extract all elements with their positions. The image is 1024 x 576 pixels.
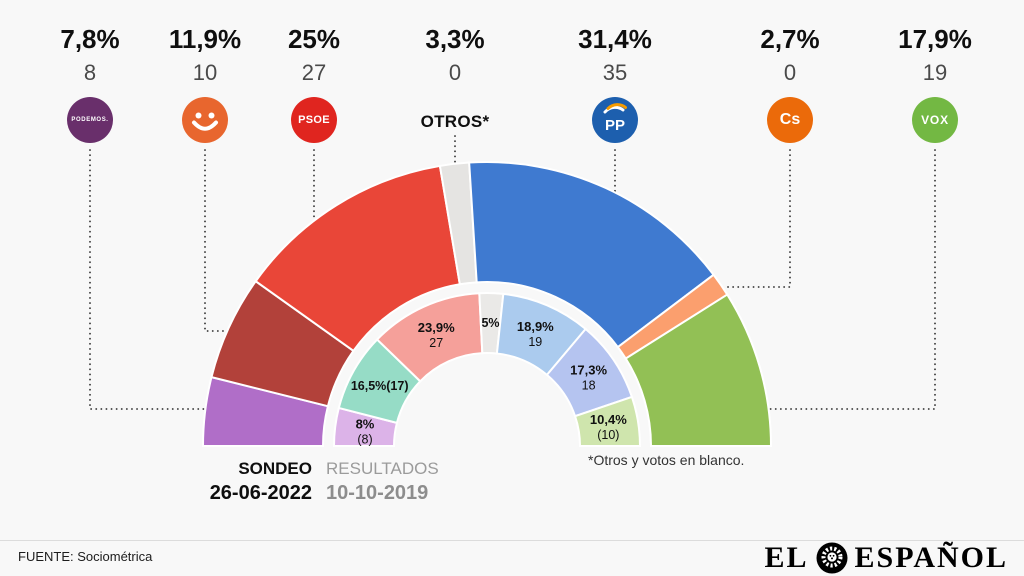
lion-icon <box>816 542 848 574</box>
inner-ring-label-podemos: 8% (8) <box>356 417 375 447</box>
party-seats: 10 <box>192 60 218 85</box>
party-column-cs: 2,7% 0 Cs <box>725 24 855 143</box>
leader-line-1 <box>204 149 282 332</box>
party-seats: 0 <box>783 60 797 85</box>
legend-resultados-label: RESULTADOS <box>326 459 439 478</box>
otros-label: OTROS* <box>420 112 490 131</box>
footer-divider <box>0 540 1024 541</box>
party-seats: 8 <box>83 60 97 85</box>
pp-logo-text: PP <box>605 117 625 134</box>
segment-inner-vox <box>573 395 642 447</box>
party-pct: 17,9% <box>898 24 972 54</box>
inner-ring-label-psoe: 23,9% 27 <box>418 320 455 350</box>
party-seats: 27 <box>301 60 327 85</box>
party-pct: 7,8% <box>60 24 120 54</box>
cs-logo-icon: Cs <box>767 97 813 143</box>
party-column-smiley: 11,9% 10 <box>140 24 270 143</box>
party-seats: 19 <box>922 60 948 85</box>
party-pct: 3,3% <box>425 24 485 54</box>
leader-line-6 <box>768 149 936 410</box>
brand-el: EL <box>764 541 809 574</box>
party-column-pp: 31,4% 35 PP <box>550 24 680 143</box>
party-column-psoe: 25% 27 PSOE <box>249 24 379 143</box>
party-seats: 35 <box>602 60 628 85</box>
party-column-podemos: 7,8% 8 PODEMOS. <box>25 24 155 143</box>
party-pct: 31,4% <box>578 24 652 54</box>
inner-ring-label-vox: 10,4% (10) <box>590 412 627 442</box>
legend-sondeo-label: SONDEO <box>238 459 312 478</box>
cs-logo-text: Cs <box>779 111 801 128</box>
party-column-otros: 3,3% 0 OTROS* <box>390 24 520 132</box>
inner-ring-label-smiley-party: 16,5%(17) <box>351 379 409 393</box>
leader-line-0 <box>89 149 213 410</box>
party-pct: 2,7% <box>760 24 820 54</box>
legend-resultados-date: 10-10-2019 <box>326 482 429 504</box>
psoe-logo-text: PSOE <box>298 114 330 126</box>
party-pct: 25% <box>287 24 341 54</box>
podemos-logo-icon: PODEMOS. <box>67 97 113 143</box>
party-seats: 0 <box>448 60 462 85</box>
inner-ring-label-cs: 17,3% 18 <box>570 363 607 393</box>
inner-ring-label-pp: 18,9% 19 <box>517 319 554 349</box>
vox-logo-icon: VOX <box>912 97 958 143</box>
legend-sondeo-date: 26-06-2022 <box>209 482 312 504</box>
leader-line-5 <box>726 149 791 288</box>
podemos-logo-text: PODEMOS. <box>71 117 109 123</box>
legend-resultados: RESULTADOS 10-10-2019 <box>326 459 439 505</box>
smiley-logo-icon <box>182 97 228 143</box>
el-espanol-logo: EL ESPAÑOL <box>765 541 1009 575</box>
party-pct: 11,9% <box>168 24 242 54</box>
legend-sondeo: SONDEO 26-06-2022 <box>178 459 312 505</box>
inner-ring-label-otros: 5% <box>481 316 499 330</box>
pp-logo-icon: PP <box>592 97 638 143</box>
brand-espanol: ESPAÑOL <box>854 541 1008 574</box>
segment-outer-vox <box>624 293 773 447</box>
footnote: *Otros y votos en blanco. <box>588 452 745 468</box>
psoe-logo-icon: PSOE <box>291 97 337 143</box>
party-column-vox: 17,9% 19 VOX <box>870 24 1000 143</box>
source-text: FUENTE: Sociométrica <box>18 549 153 564</box>
vox-logo-text: VOX <box>921 113 949 127</box>
